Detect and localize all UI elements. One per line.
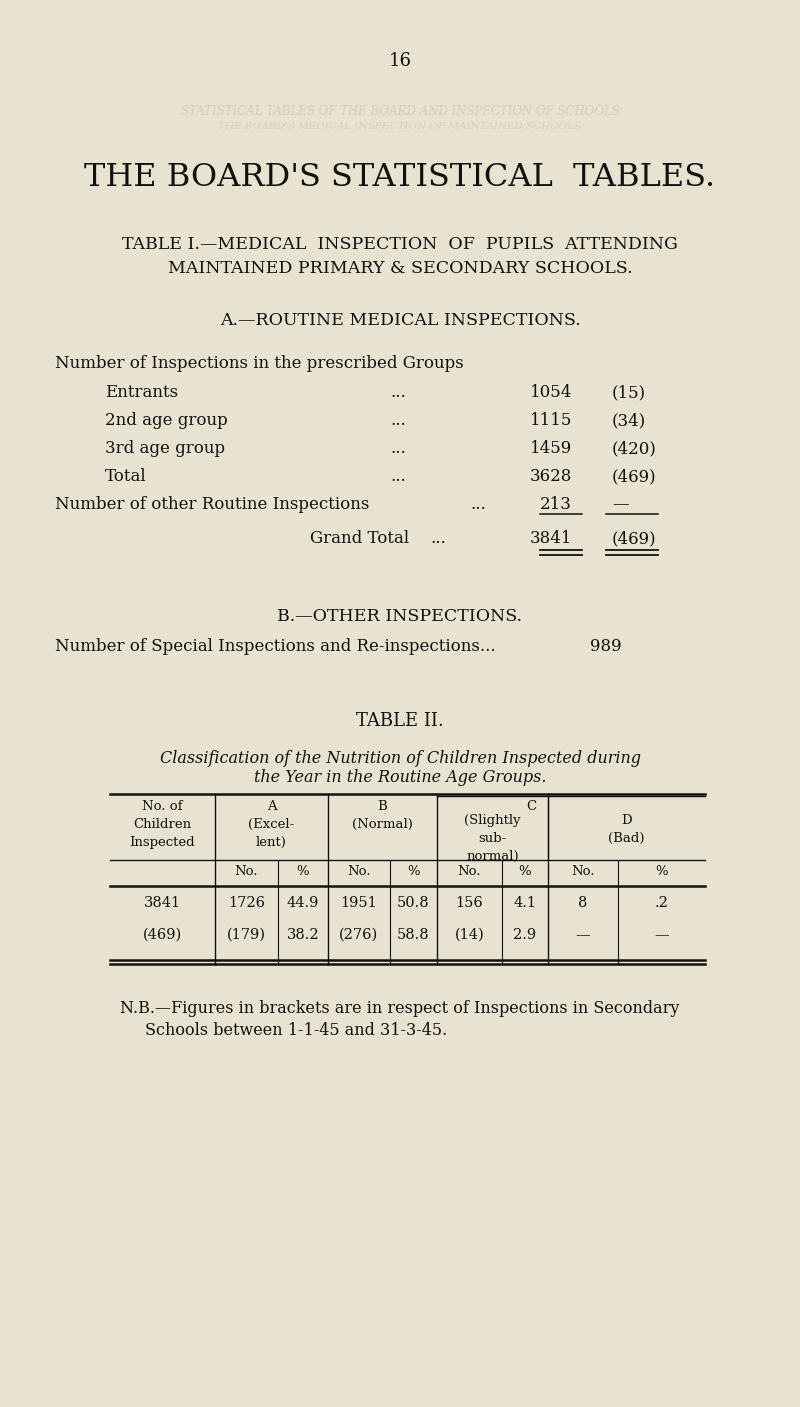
Text: 989: 989 [590,637,622,656]
Text: ...: ... [390,412,406,429]
Text: Grand Total: Grand Total [310,530,409,547]
Text: 16: 16 [389,52,411,70]
Text: 3841: 3841 [530,530,572,547]
Text: No.: No. [347,865,370,878]
Text: 1726: 1726 [228,896,265,910]
Text: (Slightly
sub-
normal): (Slightly sub- normal) [464,815,521,862]
Text: 50.8: 50.8 [397,896,430,910]
Text: No. of
Children
Inspected: No. of Children Inspected [130,801,195,848]
Text: 1951: 1951 [341,896,378,910]
Text: A
(Excel-
lent): A (Excel- lent) [248,801,294,848]
Text: Number of Special Inspections and Re-inspections...: Number of Special Inspections and Re-ins… [55,637,496,656]
Text: (179): (179) [227,929,266,943]
Text: Number of Inspections in the prescribed Groups: Number of Inspections in the prescribed … [55,355,464,371]
Text: 213: 213 [540,497,572,514]
Text: No.: No. [234,865,258,878]
Text: 2.9: 2.9 [514,929,537,943]
Text: (14): (14) [454,929,484,943]
Text: Number of other Routine Inspections: Number of other Routine Inspections [55,497,370,514]
Text: 58.8: 58.8 [397,929,430,943]
Text: .2: .2 [654,896,669,910]
Text: ...: ... [430,530,446,547]
Text: %: % [655,865,668,878]
Text: —: — [576,929,590,943]
Text: TABLE II.: TABLE II. [356,712,444,730]
Text: %: % [407,865,420,878]
Text: 3rd age group: 3rd age group [105,440,225,457]
Text: (420): (420) [612,440,657,457]
Text: ...: ... [390,440,406,457]
Text: —: — [612,497,629,514]
Text: D
(Bad): D (Bad) [608,815,645,846]
Text: 8: 8 [578,896,588,910]
Text: STATISTICAL TABLES OF THE BOARD AND INSPECTION OF SCHOOLS: STATISTICAL TABLES OF THE BOARD AND INSP… [181,106,619,118]
Text: THE BOARD'S STATISTICAL  TABLES.: THE BOARD'S STATISTICAL TABLES. [85,162,715,193]
Text: 3628: 3628 [530,469,572,485]
Text: (15): (15) [612,384,646,401]
Text: Classification of the Nutrition of Children Inspected during: Classification of the Nutrition of Child… [159,750,641,767]
Text: B
(Normal): B (Normal) [352,801,413,832]
Text: 3841: 3841 [144,896,181,910]
Text: THE BOARD'S MEDICAL INSPECTION OF MAINTAINED SCHOOLS: THE BOARD'S MEDICAL INSPECTION OF MAINTA… [218,122,582,131]
Text: (276): (276) [339,929,378,943]
Text: %: % [518,865,531,878]
Text: TABLE I.—MEDICAL  INSPECTION  OF  PUPILS  ATTENDING: TABLE I.—MEDICAL INSPECTION OF PUPILS AT… [122,236,678,253]
Text: ...: ... [470,497,486,514]
Text: ...: ... [390,384,406,401]
Text: N.B.—Figures in brackets are in respect of Inspections in Secondary: N.B.—Figures in brackets are in respect … [120,1000,679,1017]
Text: 1054: 1054 [530,384,572,401]
Text: 156: 156 [456,896,483,910]
Text: C: C [526,801,536,813]
Text: 38.2: 38.2 [286,929,319,943]
Text: the Year in the Routine Age Groups.: the Year in the Routine Age Groups. [254,770,546,787]
Text: 1115: 1115 [530,412,572,429]
Text: 1459: 1459 [530,440,572,457]
Text: No.: No. [458,865,482,878]
Text: (34): (34) [612,412,646,429]
Text: Total: Total [105,469,146,485]
Text: A.—ROUTINE MEDICAL INSPECTIONS.: A.—ROUTINE MEDICAL INSPECTIONS. [220,312,580,329]
Text: Schools between 1-1-45 and 31-3-45.: Schools between 1-1-45 and 31-3-45. [145,1021,447,1038]
Text: 44.9: 44.9 [287,896,319,910]
Text: B.—OTHER INSPECTIONS.: B.—OTHER INSPECTIONS. [278,608,522,625]
Text: No.: No. [571,865,594,878]
Text: 4.1: 4.1 [514,896,537,910]
Text: 2nd age group: 2nd age group [105,412,228,429]
Text: (469): (469) [612,469,657,485]
Text: ...: ... [390,469,406,485]
Text: %: % [297,865,310,878]
Text: (469): (469) [612,530,657,547]
Text: Entrants: Entrants [105,384,178,401]
Text: —: — [654,929,669,943]
Text: MAINTAINED PRIMARY & SECONDARY SCHOOLS.: MAINTAINED PRIMARY & SECONDARY SCHOOLS. [168,260,632,277]
Text: (469): (469) [143,929,182,943]
